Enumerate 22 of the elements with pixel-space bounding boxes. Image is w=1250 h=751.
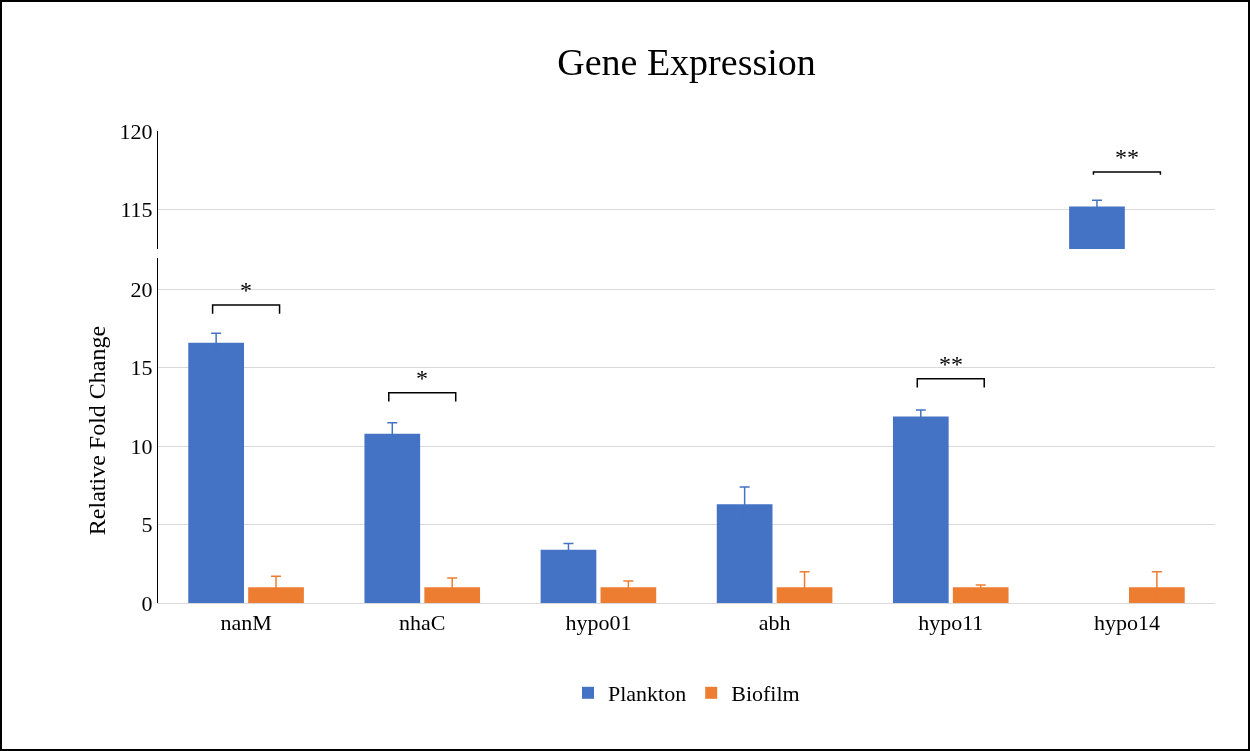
y-tick-label: 120 [119, 118, 153, 144]
annotation: ** [1115, 144, 1139, 170]
y-tick-label: 115 [120, 197, 153, 223]
x-tick-label: nanM [220, 610, 272, 636]
legend-label: Biofilm [731, 681, 800, 707]
y-tick-label: 0 [141, 590, 153, 616]
y-tick-label: 20 [130, 277, 153, 303]
x-tick-label: hypo14 [1093, 610, 1160, 636]
annotation: * [416, 365, 428, 391]
x-tick-label: hypo01 [565, 610, 632, 636]
bar [952, 587, 1009, 603]
y-tick-label: 5 [141, 512, 153, 538]
y-tick-label: 15 [130, 355, 153, 381]
annotation: ** [939, 351, 963, 377]
x-tick-label: abh [758, 610, 791, 636]
x-tick-label: nhaC [399, 610, 446, 636]
legend-label: Plankton [608, 681, 687, 707]
annotation: * [240, 277, 252, 303]
x-tick-label: hypo11 [918, 610, 984, 636]
chart-title: Gene Expression [557, 41, 816, 84]
y-tick-label: 10 [130, 433, 153, 459]
y-axis-title: Relative Fold Change [83, 325, 110, 536]
